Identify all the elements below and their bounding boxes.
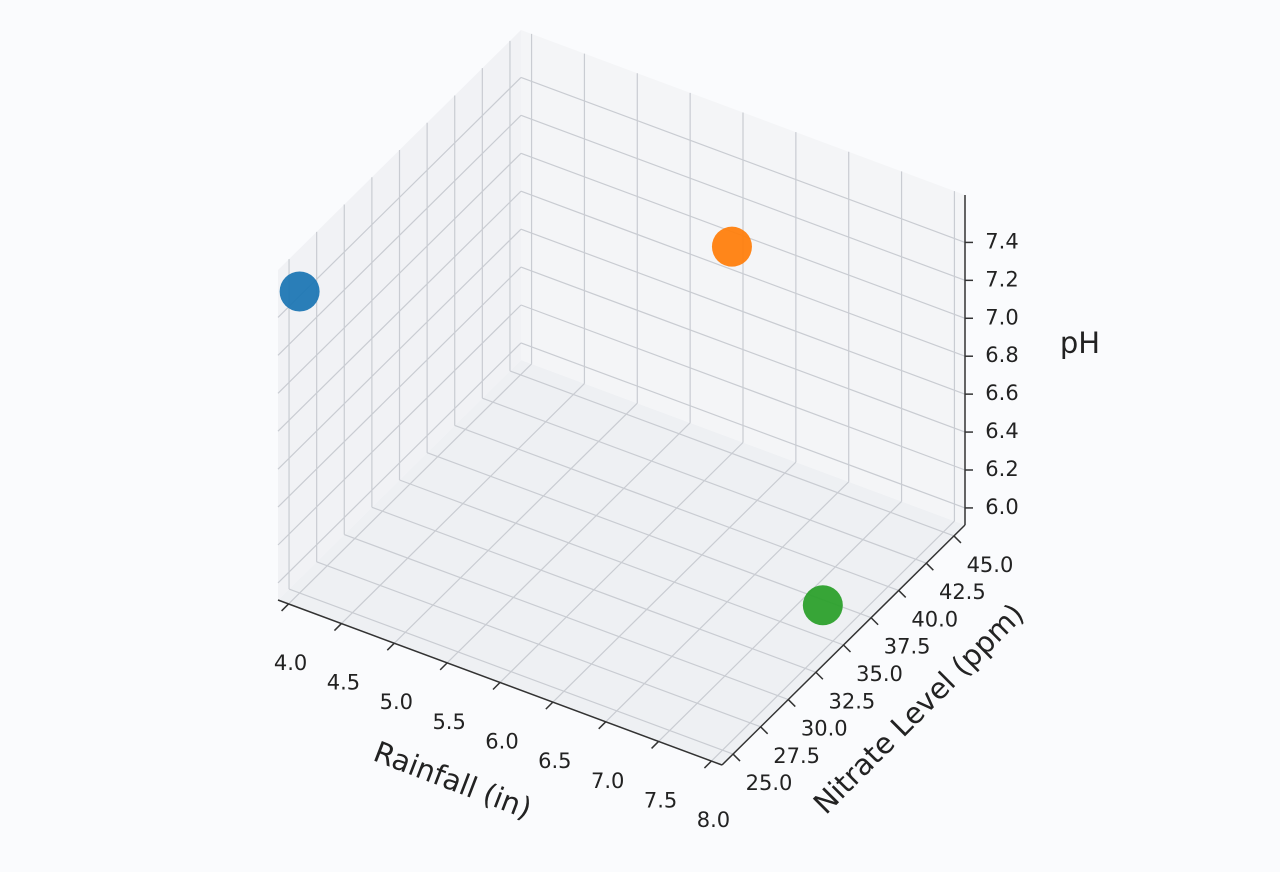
tick-mark <box>815 671 824 680</box>
grid-line <box>288 588 734 755</box>
grid-line <box>520 228 966 395</box>
x-tick-label: 4.0 <box>274 651 307 675</box>
y-tick-label: 30.0 <box>801 717 848 741</box>
y-axis-line <box>721 524 966 766</box>
z-tick-label: 6.8 <box>985 343 1018 367</box>
point <box>711 226 752 267</box>
grid-line <box>371 506 817 673</box>
tick-mark <box>598 721 607 730</box>
y-tick-label: 32.5 <box>829 689 876 713</box>
grid-line <box>520 76 966 243</box>
grid-line <box>426 452 872 619</box>
grid-line <box>344 533 789 701</box>
grid-line <box>482 397 927 564</box>
y-tick-label: 37.5 <box>884 635 931 659</box>
tick-mark <box>333 623 342 632</box>
tick-mark <box>953 535 962 544</box>
tick-mark <box>898 589 907 598</box>
grid-line <box>520 304 966 471</box>
x-tick-label: 6.5 <box>538 749 571 773</box>
y-tick-label: 42.5 <box>939 580 986 604</box>
tick-mark <box>787 699 796 708</box>
z-tick-label: 6.0 <box>985 495 1018 519</box>
grid-line <box>277 228 522 470</box>
grid-line <box>520 266 966 433</box>
y-tick-label: 35.0 <box>856 662 903 686</box>
tick-mark <box>281 603 290 612</box>
y-tick-label: 40.0 <box>911 607 958 631</box>
tick-mark <box>870 617 879 626</box>
z-tick-label: 6.6 <box>985 381 1018 405</box>
grid-line <box>277 342 522 584</box>
x-tick-label: 8.0 <box>697 808 730 832</box>
y-tick-label: 45.0 <box>967 553 1014 577</box>
point <box>802 585 843 626</box>
tick-mark <box>492 681 501 691</box>
y-tick-label: 25.0 <box>746 771 793 795</box>
z-tick-label: 6.4 <box>985 419 1018 443</box>
x-tick-label: 5.0 <box>380 690 413 714</box>
grid-line <box>316 561 761 728</box>
grid-line <box>520 190 966 357</box>
tick-mark <box>386 642 395 651</box>
grid-line <box>509 370 955 537</box>
z-axis-label: pH <box>1060 326 1100 360</box>
grid-line <box>277 114 522 356</box>
grid-line <box>277 266 522 508</box>
tick-mark <box>545 701 554 710</box>
x-tick-label: 4.5 <box>327 671 360 695</box>
tick-mark <box>732 753 741 762</box>
x-tick-label: 7.0 <box>591 769 624 793</box>
grid-line <box>277 190 522 432</box>
tick-mark <box>842 644 852 653</box>
y-tick-label: 27.5 <box>773 744 820 768</box>
z-tick-label: 6.2 <box>985 457 1018 481</box>
tick-mark <box>439 662 448 671</box>
z-tick-label: 7.4 <box>985 229 1018 253</box>
grid-line <box>520 114 966 281</box>
x-tick-label: 5.5 <box>432 710 465 734</box>
tick-mark <box>651 740 660 749</box>
x-axis-line <box>277 599 723 766</box>
grid-line <box>277 152 522 394</box>
x-tick-label: 6.0 <box>485 730 518 754</box>
tick-mark <box>703 760 712 769</box>
grid-line <box>520 342 966 509</box>
grid-line <box>277 304 522 546</box>
tick-mark <box>760 726 769 735</box>
x-tick-label: 7.5 <box>644 788 677 812</box>
point <box>279 271 320 312</box>
z-tick-label: 7.2 <box>985 267 1018 291</box>
z-tick-label: 7.0 <box>985 305 1018 329</box>
grid-line <box>399 479 844 646</box>
grid-line <box>277 76 522 318</box>
tick-mark <box>925 562 934 571</box>
grid-line <box>454 424 899 592</box>
